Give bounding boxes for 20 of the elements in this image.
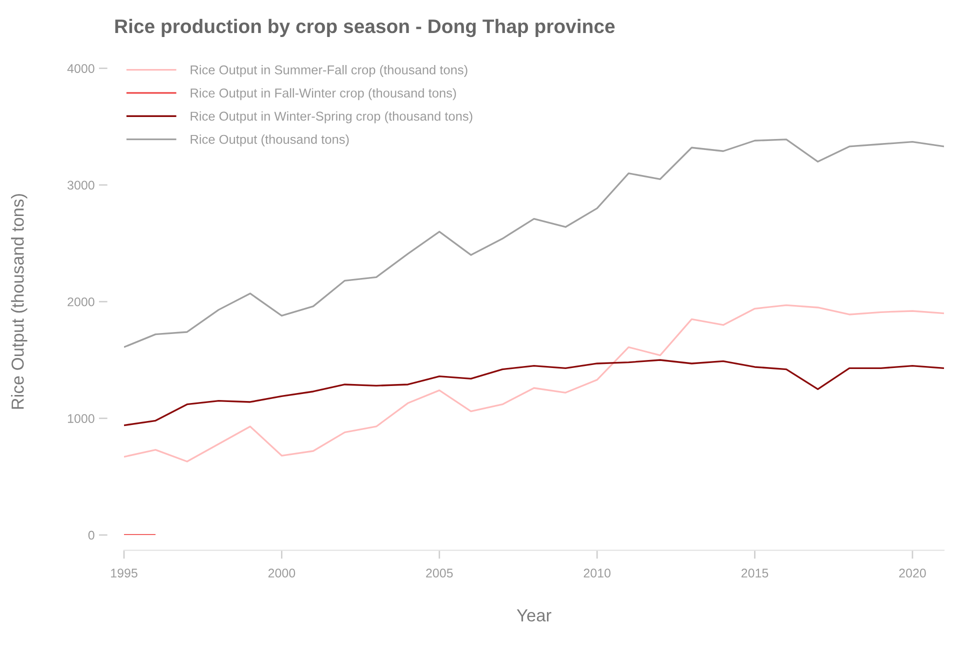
legend-label: Rice Output (thousand tons)	[190, 134, 349, 146]
x-tick-label: 1995	[111, 568, 138, 578]
legend-label: Rice Output in Winter-Spring crop (thousand tons)	[190, 111, 472, 124]
x-tick-label: 2020	[899, 568, 926, 578]
y-tick-label: 0	[88, 530, 94, 540]
y-axis-title: Rice Output (thousand tons)	[11, 194, 28, 409]
x-tick-label: 2010	[584, 568, 610, 578]
x-tick-label: 2015	[741, 568, 768, 578]
legend-label: Rice Output in Summer-Fall crop (thousand tons)	[190, 65, 468, 77]
y-tick-label: 2000	[68, 297, 94, 306]
legend-label: Rice Output in Fall-Winter crop (thousand tons)	[190, 88, 456, 100]
y-tick-label: 3000	[68, 180, 94, 190]
y-tick-label: 4000	[67, 64, 94, 73]
x-tick-label: 2000	[268, 568, 296, 578]
x-tick-label: 2005	[426, 568, 453, 578]
y-tick-label: 1000	[68, 414, 94, 423]
x-axis-title: Year	[516, 609, 552, 622]
line-series	[124, 359, 944, 426]
chart-title: Rice production by crop season - Dong Thap province	[115, 18, 615, 38]
line-series	[124, 304, 944, 462]
